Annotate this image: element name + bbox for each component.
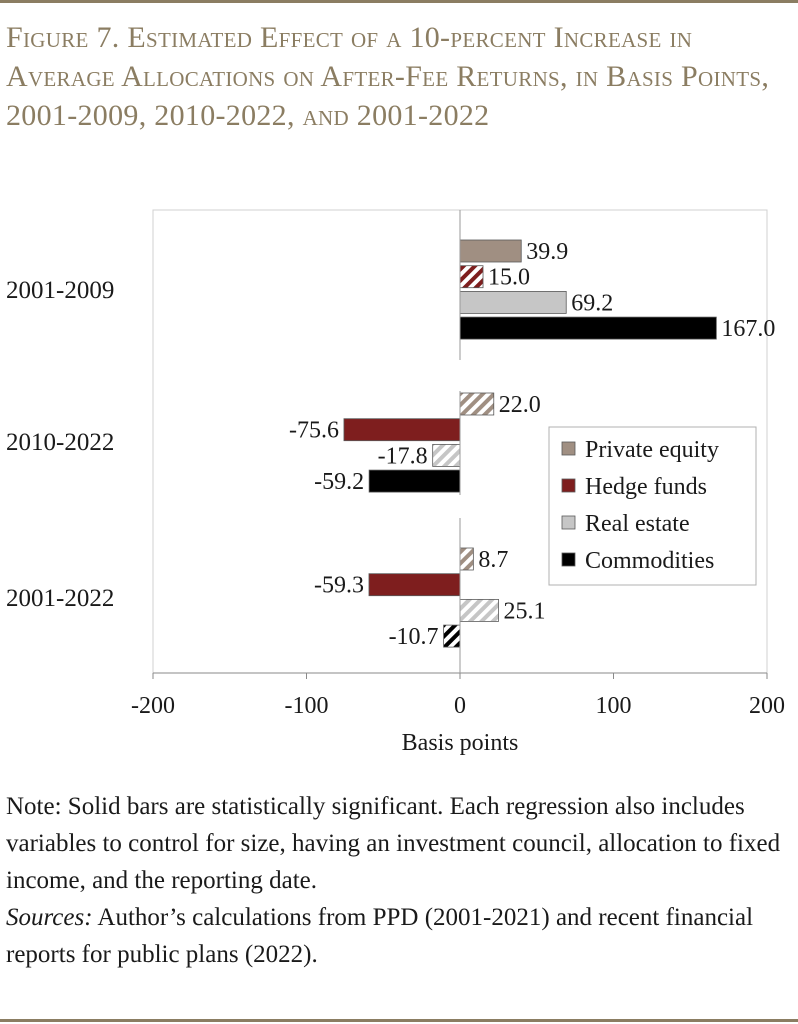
category-label: 2001-2022 xyxy=(6,585,114,612)
data-label: 8.7 xyxy=(478,547,508,573)
legend-label: Hedge funds xyxy=(585,474,707,500)
note-text: Note: Solid bars are statistically signi… xyxy=(6,793,781,894)
data-label: -59.2 xyxy=(314,469,364,495)
x-axis: -200 -100 0 100 200 xyxy=(131,210,785,719)
data-label: 15.0 xyxy=(488,265,530,291)
x-tick-label: -100 xyxy=(285,693,329,719)
figure-title: Figure 7. Estimated Effect of a 10-perce… xyxy=(6,21,770,132)
x-tick-label: 100 xyxy=(596,693,632,719)
sources-text: Author’s calculations from PPD (2001-202… xyxy=(6,904,754,968)
legend-swatch-commodities xyxy=(561,552,576,567)
bars-layer xyxy=(343,239,717,648)
bar-private-equity-2001-2009 xyxy=(459,239,522,263)
bottom-rule xyxy=(0,1019,798,1022)
data-label: -59.3 xyxy=(314,573,364,599)
legend-label: Real estate xyxy=(585,511,690,537)
top-rule xyxy=(0,0,798,3)
category-label: 2010-2022 xyxy=(6,429,114,456)
bar-real-estate-2010-2022 xyxy=(432,443,461,467)
bar-commodities-2010-2022 xyxy=(368,469,461,493)
data-label: 69.2 xyxy=(571,290,613,316)
data-label: 167.0 xyxy=(721,316,775,342)
sources-label: Sources: xyxy=(6,904,93,931)
bar-real-estate-2001-2009 xyxy=(459,291,567,314)
data-label: -75.6 xyxy=(289,418,339,444)
bar-hedge-funds-2001-2022 xyxy=(368,573,461,597)
legend-swatch-private-equity xyxy=(561,441,576,456)
bar-hedge-funds-2010-2022 xyxy=(343,418,461,442)
data-label: 25.1 xyxy=(504,598,546,624)
legend-swatch-real-estate xyxy=(561,515,576,530)
bar-commodities-2001-2009 xyxy=(459,316,717,340)
data-label: -17.8 xyxy=(378,443,428,469)
bar-commodities-2001-2022 xyxy=(443,624,461,648)
data-label: 22.0 xyxy=(499,392,541,418)
x-tick-label: 200 xyxy=(749,693,785,719)
category-label: 2001-2009 xyxy=(6,277,114,304)
data-label: -10.7 xyxy=(389,624,439,650)
x-tick-label: -200 xyxy=(131,693,175,719)
y-axis-categories: 2001-2009 2010-2022 2001-2022 xyxy=(6,277,114,612)
x-tick-label: 0 xyxy=(454,693,466,719)
figure-notes: Note: Solid bars are statistically signi… xyxy=(6,788,792,973)
data-labels-layer: 39.915.0 69.2 167.0 22.0 -75.6 -17.8 -59.2 8.7 -… xyxy=(289,239,775,650)
bar-hedge-funds-2001-2009 xyxy=(459,265,484,289)
legend-label: Private equity xyxy=(585,437,719,463)
bar-chart: 39.915.069.2167.022.0-75.6-17.8-59.28.7-… xyxy=(6,209,785,756)
legend: Private equity Hedge funds Real estate Comm… xyxy=(548,426,757,586)
legend-box xyxy=(548,426,757,586)
bar-private-equity-2010-2022 xyxy=(459,392,495,416)
x-axis-title: Basis points xyxy=(402,730,519,756)
data-label: 39.9 xyxy=(526,239,568,265)
legend-label: Commodities xyxy=(585,548,714,574)
bar-real-estate-2001-2022 xyxy=(459,598,499,622)
sources-line: Sources: Author’s calculations from PPD … xyxy=(6,899,792,973)
legend-swatch-hedge-funds xyxy=(561,478,576,493)
bar-private-equity-2001-2022 xyxy=(459,547,474,571)
